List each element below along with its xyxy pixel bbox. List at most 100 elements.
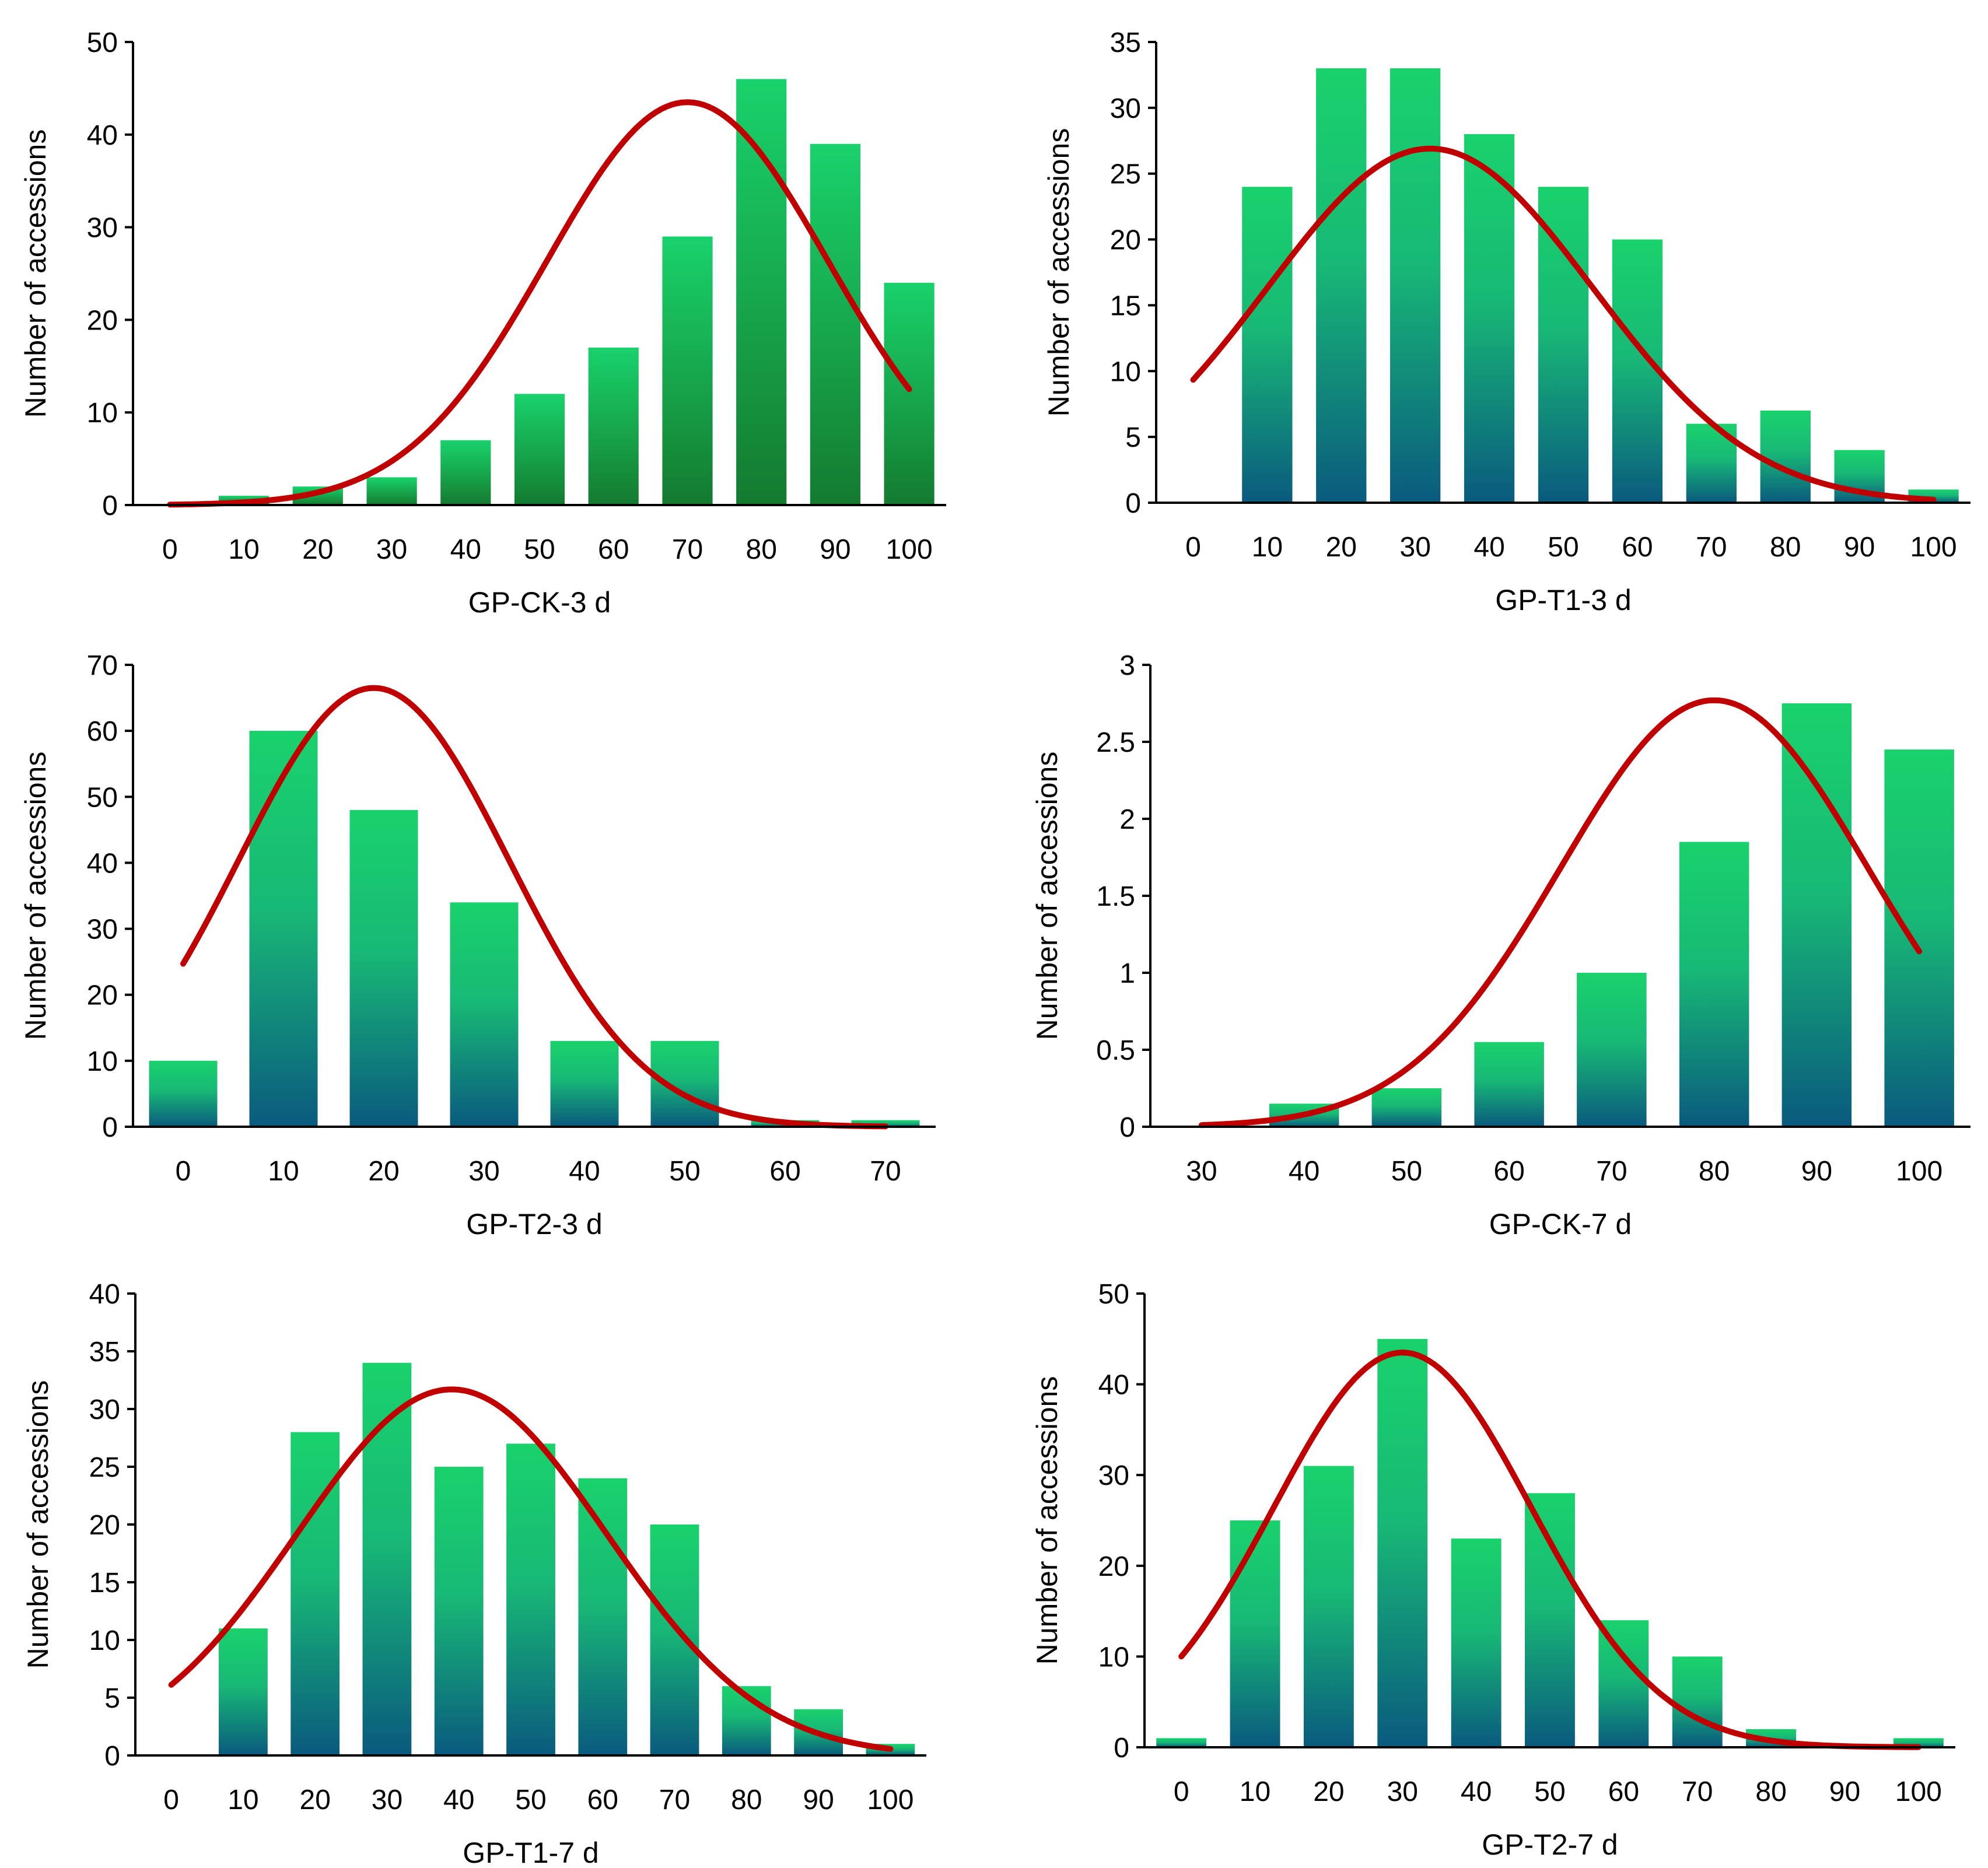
y-tick-label: 10 xyxy=(1110,356,1141,387)
histogram-bar xyxy=(588,348,639,505)
y-tick-label: 15 xyxy=(1110,290,1141,321)
histogram-bar xyxy=(1884,749,1954,1127)
histogram-bar xyxy=(550,1040,619,1127)
x-tick-label: 50 xyxy=(1534,1776,1565,1807)
histogram-bar xyxy=(1390,68,1441,503)
y-tick-label: 30 xyxy=(87,213,118,244)
histogram-bar xyxy=(736,79,787,505)
y-tick-label: 10 xyxy=(87,398,118,429)
y-tick-label: 50 xyxy=(87,27,118,58)
y-tick-label: 5 xyxy=(1125,422,1141,453)
y-tick-label: 30 xyxy=(89,1394,120,1425)
y-tick-label: 70 xyxy=(87,650,118,681)
histogram-bar xyxy=(1316,68,1367,503)
histogram-bar xyxy=(1303,1466,1354,1747)
x-axis-title: GP-T2-3 d xyxy=(466,1208,602,1240)
x-tick-label: 30 xyxy=(1400,532,1431,563)
x-tick-label: 100 xyxy=(1910,532,1957,563)
y-tick-label: 15 xyxy=(89,1568,120,1599)
y-tick-label: 40 xyxy=(89,1279,120,1310)
x-tick-label: 0 xyxy=(1185,532,1201,563)
x-tick-label: 20 xyxy=(368,1156,399,1187)
x-axis-title: GP-CK-7 d xyxy=(1489,1208,1632,1240)
x-tick-label: 50 xyxy=(669,1156,700,1187)
chart-panel-1: 0 10 20 30 40 50 0 10 20 30 40 50 60 70 80 90 100 GP-CK-3… xyxy=(19,27,946,619)
x-tick-label: 100 xyxy=(886,534,933,565)
x-tick-label: 40 xyxy=(450,534,481,565)
x-tick-label: 20 xyxy=(302,534,333,565)
y-tick-label: 10 xyxy=(87,1046,118,1077)
x-tick-label: 10 xyxy=(228,1785,258,1816)
fitted-normal-curve xyxy=(168,1386,894,1752)
histogram-bar xyxy=(514,394,565,505)
y-tick-label: 1 xyxy=(1119,958,1135,989)
histogram-bar xyxy=(884,282,935,505)
y-tick-label: 10 xyxy=(89,1625,120,1656)
x-tick-label: 0 xyxy=(162,534,178,565)
x-tick-label: 10 xyxy=(228,534,259,565)
y-tick-label: 35 xyxy=(89,1337,120,1368)
x-tick-label: 40 xyxy=(1461,1776,1492,1807)
histogram-bar xyxy=(219,1628,268,1755)
x-tick-label: 60 xyxy=(1608,1776,1639,1807)
x-axis-title: GP-CK-3 d xyxy=(468,586,611,619)
y-tick-label: 0 xyxy=(1119,1112,1135,1143)
y-tick-label: 0 xyxy=(102,490,118,521)
histogram-bar xyxy=(362,1362,412,1755)
histogram-bar xyxy=(149,1060,218,1127)
chart-panel-2: 0 5 10 15 20 25 30 35 0 10 20 30 40 50 60 70 80 90 100 GP-T… xyxy=(1042,27,1971,616)
y-tick-label: 60 xyxy=(87,716,118,747)
x-tick-label: 10 xyxy=(1252,532,1283,563)
y-axis-title: Number of accessions xyxy=(1031,1376,1063,1665)
y-tick-label: 0 xyxy=(102,1112,118,1143)
x-axis-title: GP-T1-7 d xyxy=(463,1837,598,1868)
y-tick-label: 25 xyxy=(1110,159,1141,190)
histogram-bar xyxy=(506,1443,555,1755)
chart-panel-6: 0 10 20 30 40 50 0 10 20 30 40 50 60 70 80 90 100 GP-T2-7… xyxy=(1031,1279,1955,1861)
y-tick-label: 40 xyxy=(1098,1370,1129,1401)
histogram-bar xyxy=(1242,187,1293,503)
x-tick-label: 60 xyxy=(769,1156,800,1187)
x-tick-label: 50 xyxy=(1548,532,1578,563)
y-tick-label: 40 xyxy=(87,120,118,151)
x-tick-label: 60 xyxy=(1622,532,1653,563)
y-tick-label: 30 xyxy=(1098,1460,1129,1491)
histogram-bar xyxy=(1525,1493,1575,1747)
fitted-normal-curve xyxy=(180,685,888,1130)
histogram-bar xyxy=(366,477,417,505)
histogram-bar xyxy=(1577,973,1647,1127)
x-tick-label: 100 xyxy=(1895,1776,1942,1807)
histogram-bar xyxy=(1598,1620,1649,1747)
x-tick-label: 70 xyxy=(870,1156,901,1187)
x-tick-label: 90 xyxy=(803,1785,834,1816)
y-tick-label: 25 xyxy=(89,1452,120,1483)
y-tick-label: 3 xyxy=(1119,650,1135,681)
x-tick-label: 0 xyxy=(1174,1776,1189,1807)
x-tick-label: 100 xyxy=(867,1785,914,1816)
histogram-bar xyxy=(1464,134,1515,503)
y-axis-title: Number of accessions xyxy=(1042,128,1075,417)
y-tick-label: 2.5 xyxy=(1096,727,1135,758)
y-tick-label: 50 xyxy=(1098,1279,1129,1310)
histogram-bar xyxy=(662,236,713,505)
x-axis-title: GP-T2-7 d xyxy=(1482,1828,1618,1861)
x-tick-label: 70 xyxy=(659,1785,690,1816)
x-tick-label: 60 xyxy=(598,534,629,565)
fitted-normal-curve xyxy=(1178,1350,1922,1750)
histogram-bar xyxy=(1474,1042,1544,1127)
y-tick-label: 0 xyxy=(1125,488,1141,519)
x-tick-label: 80 xyxy=(1699,1156,1730,1187)
y-tick-label: 20 xyxy=(87,980,118,1011)
x-tick-label: 10 xyxy=(1240,1776,1270,1807)
histogram-bar xyxy=(1782,703,1852,1127)
x-tick-label: 70 xyxy=(672,534,703,565)
x-tick-label: 80 xyxy=(1770,532,1801,563)
x-tick-label: 20 xyxy=(1313,1776,1344,1807)
histogram-bar xyxy=(1612,239,1663,503)
y-tick-label: 40 xyxy=(87,848,118,879)
fitted-normal-curve xyxy=(1190,145,1937,503)
y-tick-label: 0 xyxy=(104,1741,120,1772)
y-tick-label: 1.5 xyxy=(1096,881,1135,912)
